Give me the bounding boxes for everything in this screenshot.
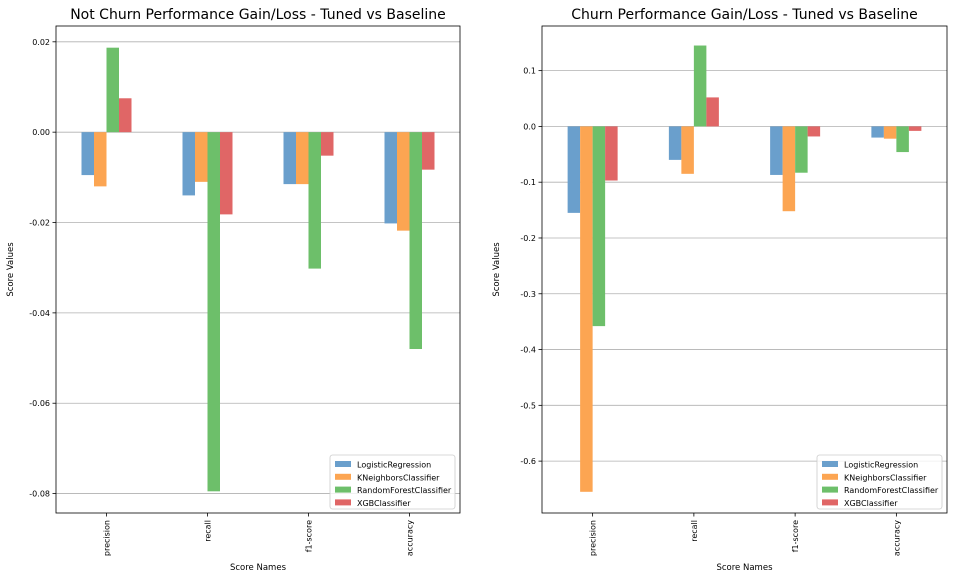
bar-accuracy-LogisticRegression [871,126,884,138]
y-tick-label: -0.02 [29,219,50,228]
legend: LogisticRegression KNeighborsClassifier Ra… [816,454,943,510]
y-axis-label: Score Values [492,242,502,297]
y-axis-label: Score Values [6,242,16,297]
x-tick-label: precision [103,520,112,556]
bar-f1-score-KNeighborsClassifier [296,132,309,185]
y-tick-label: -0.1 [520,178,536,187]
bar-recall-XGBClassifier [220,132,233,215]
legend-swatch-KNeighborsClassifier [335,473,351,480]
x-tick-label: recall [204,520,213,542]
x-tick-label: f1-score [305,520,314,552]
legend-label-XGBClassifier: XGBClassifier [357,499,411,508]
legend: LogisticRegression KNeighborsClassifier Ra… [329,454,456,510]
x-axis-label: Score Names [230,563,287,573]
legend-label-LogisticRegression: LogisticRegression [844,461,918,470]
y-tick-label: -0.5 [520,401,536,410]
legend-swatch-LogisticRegression [335,461,351,467]
bar-accuracy-RandomForestClassifier [409,132,422,350]
chart-panel-1: 0.1 0.0 -0.1 -0.2 -0.3 -0.4 -0.5 -0.6 precision r… [492,7,948,573]
bar-accuracy-KNeighborsClassifier [397,132,410,231]
x-axis-label: Score Names [716,563,773,573]
legend-label-KNeighborsClassifier: KNeighborsClassifier [844,473,927,482]
legend-swatch-XGBClassifier [822,499,838,506]
legend-label-LogisticRegression: LogisticRegression [357,461,431,470]
x-tick-label: f1-score [791,520,800,552]
y-tick-label: -0.04 [29,309,50,318]
bar-recall-XGBClassifier [706,97,719,127]
bar-accuracy-KNeighborsClassifier [883,126,897,139]
y-tick-label: 0.00 [32,128,50,137]
y-tick-label: -0.2 [520,234,536,243]
bar-f1-score-RandomForestClassifier [308,132,321,269]
legend-swatch-RandomForestClassifier [822,486,838,493]
bar-recall-KNeighborsClassifier [681,126,694,174]
bar-recall-RandomForestClassifier [207,132,220,492]
y-tick-label: -0.08 [29,490,50,499]
bar-precision-KNeighborsClassifier [580,126,593,492]
legend-swatch-RandomForestClassifier [335,486,351,493]
bar-precision-KNeighborsClassifier [94,132,107,187]
bar-accuracy-LogisticRegression [384,132,397,224]
y-tick-label: 0.02 [32,38,50,47]
bar-precision-XGBClassifier [605,126,618,181]
legend-label-RandomForestClassifier: RandomForestClassifier [357,486,452,495]
legend-label-RandomForestClassifier: RandomForestClassifier [844,486,939,495]
bar-precision-RandomForestClassifier [592,126,606,327]
legend-label-XGBClassifier: XGBClassifier [844,499,898,508]
x-tick-label: accuracy [892,520,901,556]
plot-frame [541,25,948,514]
bar-recall-RandomForestClassifier [693,45,707,127]
bar-recall-LogisticRegression [668,126,682,160]
legend-swatch-XGBClassifier [335,499,351,506]
x-tick-label: accuracy [406,520,415,556]
y-tick-label: -0.06 [29,399,50,408]
y-tick-label: -0.6 [520,457,536,466]
legend-box [816,454,943,510]
bar-f1-score-KNeighborsClassifier [782,126,796,212]
bar-accuracy-RandomForestClassifier [896,126,909,153]
legend-swatch-LogisticRegression [822,461,838,467]
x-tick-label: recall [690,520,699,542]
y-tick-label: -0.3 [520,290,536,299]
legend-box [329,454,456,510]
x-tick-label: precision [589,520,598,556]
y-tick-label: -0.4 [520,346,536,355]
chart-title: Churn Performance Gain/Loss - Tuned vs B… [571,7,918,23]
chart-title: Not Churn Performance Gain/Loss - Tuned … [70,7,446,23]
plot-frame [55,25,461,514]
bar-f1-score-RandomForestClassifier [795,126,808,173]
y-tick-label: 0.1 [523,67,536,76]
chart-panel-0: 0.02 0.00 -0.02 -0.04 -0.06 -0.08 precision rec… [6,7,461,573]
bar-f1-score-LogisticRegression [283,132,296,185]
bar-f1-score-LogisticRegression [770,126,783,175]
bar-precision-LogisticRegression [567,126,581,213]
bar-accuracy-XGBClassifier [422,132,435,170]
bar-recall-LogisticRegression [182,132,195,196]
bar-precision-XGBClassifier [119,98,132,133]
bar-accuracy-XGBClassifier [908,126,922,131]
bar-recall-KNeighborsClassifier [195,132,208,182]
legend-label-KNeighborsClassifier: KNeighborsClassifier [357,473,440,482]
bar-precision-LogisticRegression [81,132,94,176]
legend-swatch-KNeighborsClassifier [822,473,838,480]
bar-f1-score-XGBClassifier [807,126,821,137]
bar-f1-score-XGBClassifier [321,132,334,156]
y-tick-label: 0.0 [523,122,536,131]
bar-precision-RandomForestClassifier [106,47,119,133]
